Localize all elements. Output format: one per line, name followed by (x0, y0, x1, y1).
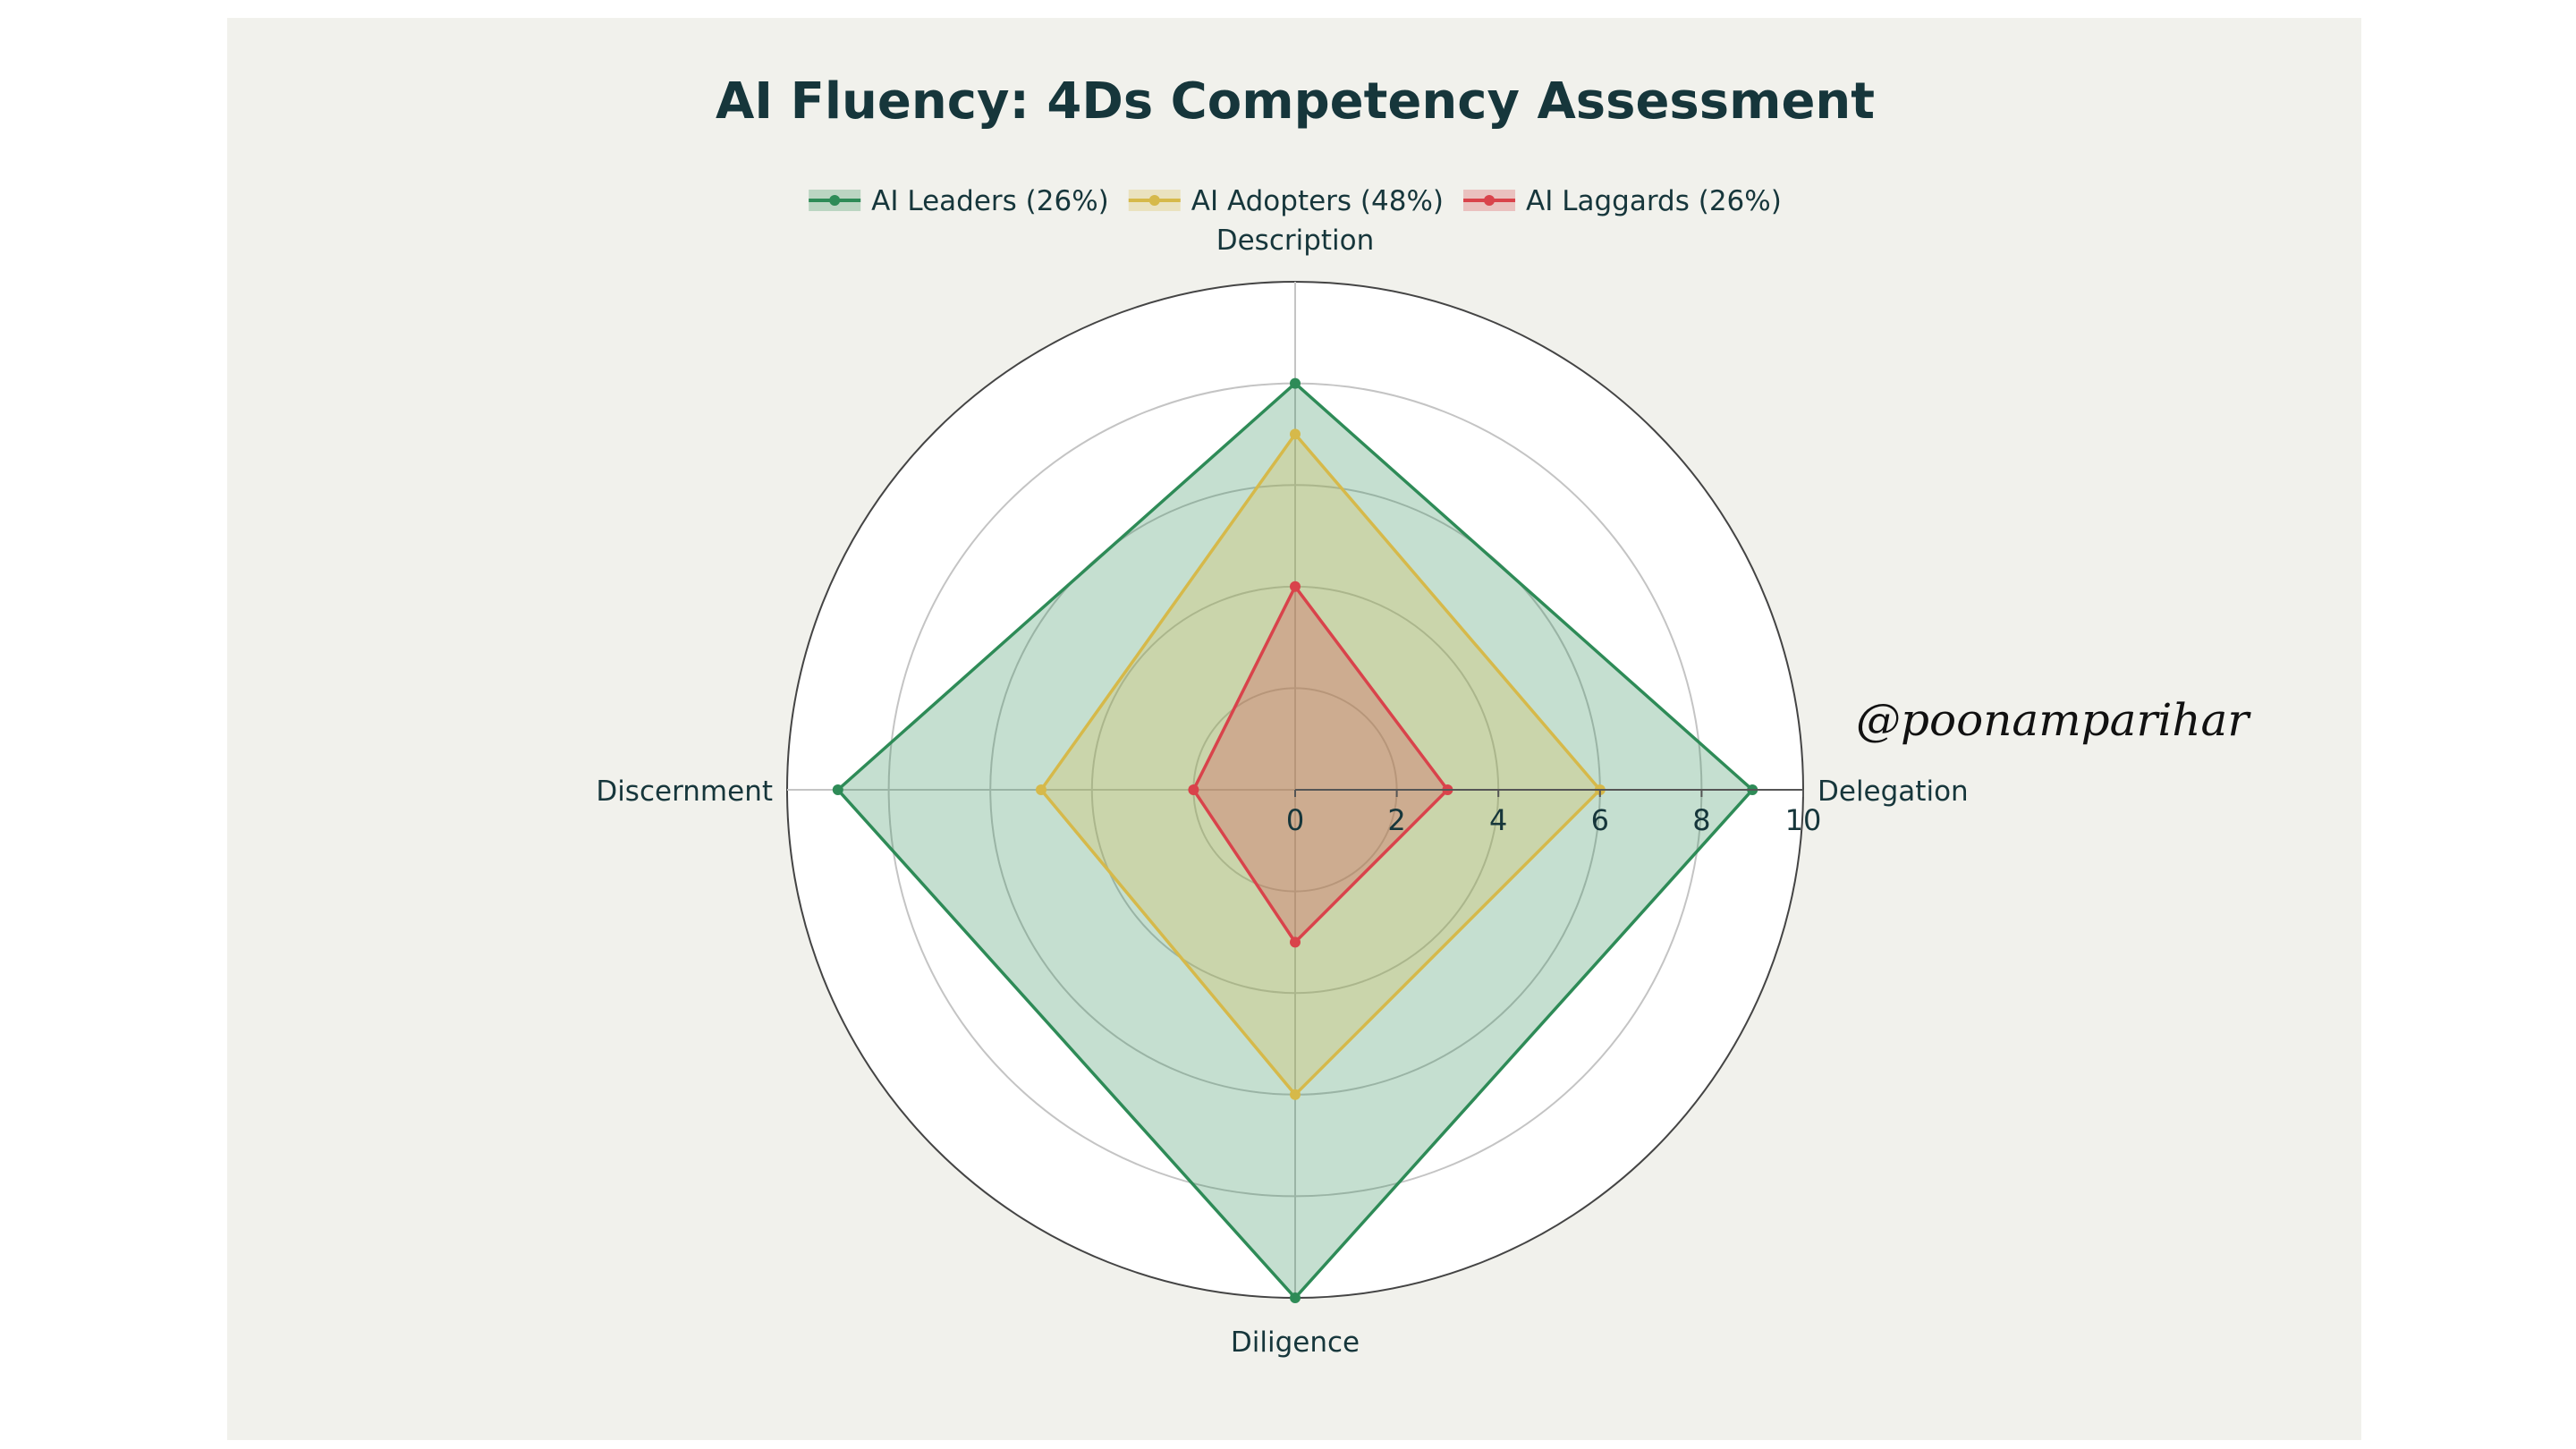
axis-label-diligence: Diligence (1231, 1326, 1360, 1359)
legend-marker (1484, 195, 1496, 206)
tick-label: 4 (1489, 803, 1507, 837)
chart-title: AI Fluency: 4Ds Competency Assessment (716, 72, 1875, 131)
watermark-text: @poonamparihar (1856, 694, 2251, 746)
series-layer (832, 377, 1758, 1303)
data-point (1188, 784, 1199, 795)
tick-label: 2 (1387, 803, 1405, 837)
axis-label-discernment: Discernment (596, 775, 773, 808)
tick-label: 0 (1286, 803, 1304, 837)
legend-label: AI Leaders (26%) (871, 185, 1109, 217)
legend-marker (829, 195, 841, 206)
series-0 (832, 377, 1758, 1303)
data-point (1290, 580, 1301, 592)
legend-label: AI Adopters (48%) (1191, 185, 1444, 217)
axis-label-description: Description (1216, 225, 1375, 257)
data-point (1290, 936, 1301, 948)
tick-label: 10 (1785, 803, 1822, 837)
legend: AI Leaders (26%) AI Adopters (48%) AI Lagg… (809, 185, 1782, 217)
legend-item: AI Adopters (48%) (1128, 185, 1444, 217)
axis-label-delegation: Delegation (1818, 775, 1969, 808)
radial-ticks: 0 2 4 6 8 10 (1286, 789, 1822, 837)
legend-item: AI Leaders (26%) (809, 185, 1109, 217)
tick-label: 8 (1692, 803, 1710, 837)
data-point (1290, 377, 1301, 389)
data-point (832, 784, 843, 795)
data-point (1290, 1292, 1301, 1303)
data-point (1290, 428, 1301, 440)
legend-marker (1148, 195, 1160, 206)
watermark: @poonamparihar (1856, 694, 2251, 746)
series-area (837, 383, 1753, 1299)
axis-labels: Description Delegation Diligence Discernmen… (596, 225, 1968, 1359)
legend-label: AI Laggards (26%) (1526, 185, 1782, 217)
tick-label: 6 (1591, 803, 1609, 837)
series-2 (1188, 580, 1453, 948)
series-1 (1036, 428, 1606, 1100)
data-point (1036, 784, 1046, 795)
legend-item: AI Laggards (26%) (1463, 185, 1782, 217)
data-point (1290, 1089, 1301, 1100)
